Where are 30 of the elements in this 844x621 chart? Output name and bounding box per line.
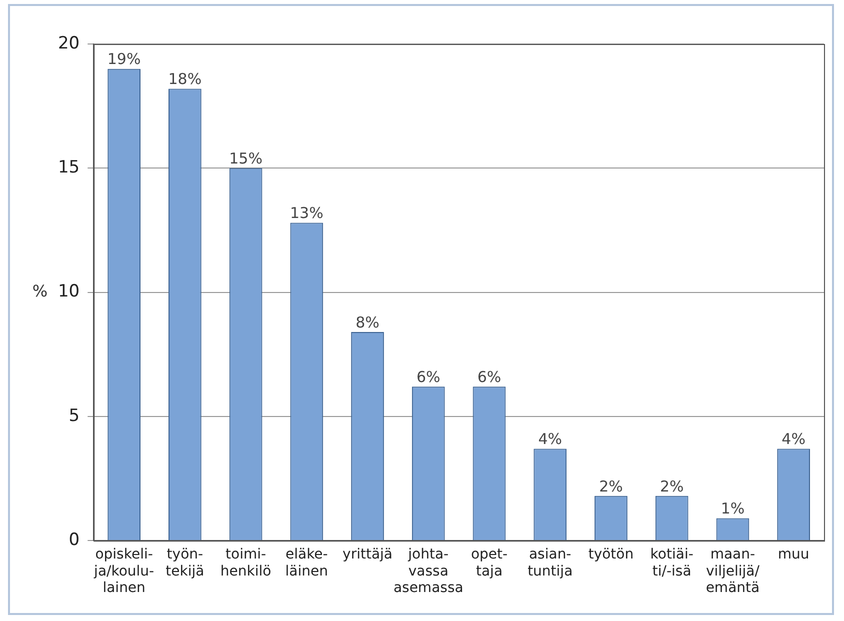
- x-tick-label: asian- tuntija: [528, 546, 573, 580]
- x-tick-label: työtön: [588, 546, 634, 563]
- y-tick-label: 15: [58, 158, 80, 178]
- x-tick-label: yrittäjä: [342, 546, 393, 563]
- y-axis-title: %: [32, 281, 48, 300]
- x-tick-label: muu: [778, 546, 810, 563]
- x-tick-label: kotiäi- ti/-isä: [650, 546, 694, 580]
- y-tick-label: 10: [58, 282, 80, 302]
- data-label: 2%: [660, 477, 684, 496]
- data-label: 4%: [782, 430, 806, 448]
- data-label: 4%: [538, 430, 562, 448]
- data-label: 15%: [229, 150, 262, 168]
- y-tick-label: 5: [68, 406, 80, 426]
- x-tick-label: työn- tekijä: [166, 546, 204, 580]
- x-tick-label: opiskeli- ja/koulu- lainen: [93, 546, 154, 596]
- data-label: 6%: [416, 368, 440, 386]
- data-label: 1%: [720, 500, 745, 518]
- data-label: 19%: [107, 50, 141, 68]
- x-tick-label: johta- vassa asemassa: [393, 546, 464, 596]
- data-label: 6%: [477, 368, 502, 386]
- y-tick-label: 0: [68, 530, 80, 550]
- y-tick-label: 20: [58, 33, 80, 54]
- x-tick-label: opet- taja: [470, 546, 508, 580]
- x-tick-label: maan- viljelijä/ emäntä: [706, 546, 760, 596]
- x-tick-label: eläke- läinen: [285, 546, 328, 580]
- data-label: 13%: [290, 204, 324, 222]
- data-label: 18%: [168, 70, 202, 88]
- data-label: 2%: [599, 477, 623, 496]
- data-label: 8%: [356, 313, 380, 332]
- x-tick-label: toimi- henkilö: [220, 546, 272, 580]
